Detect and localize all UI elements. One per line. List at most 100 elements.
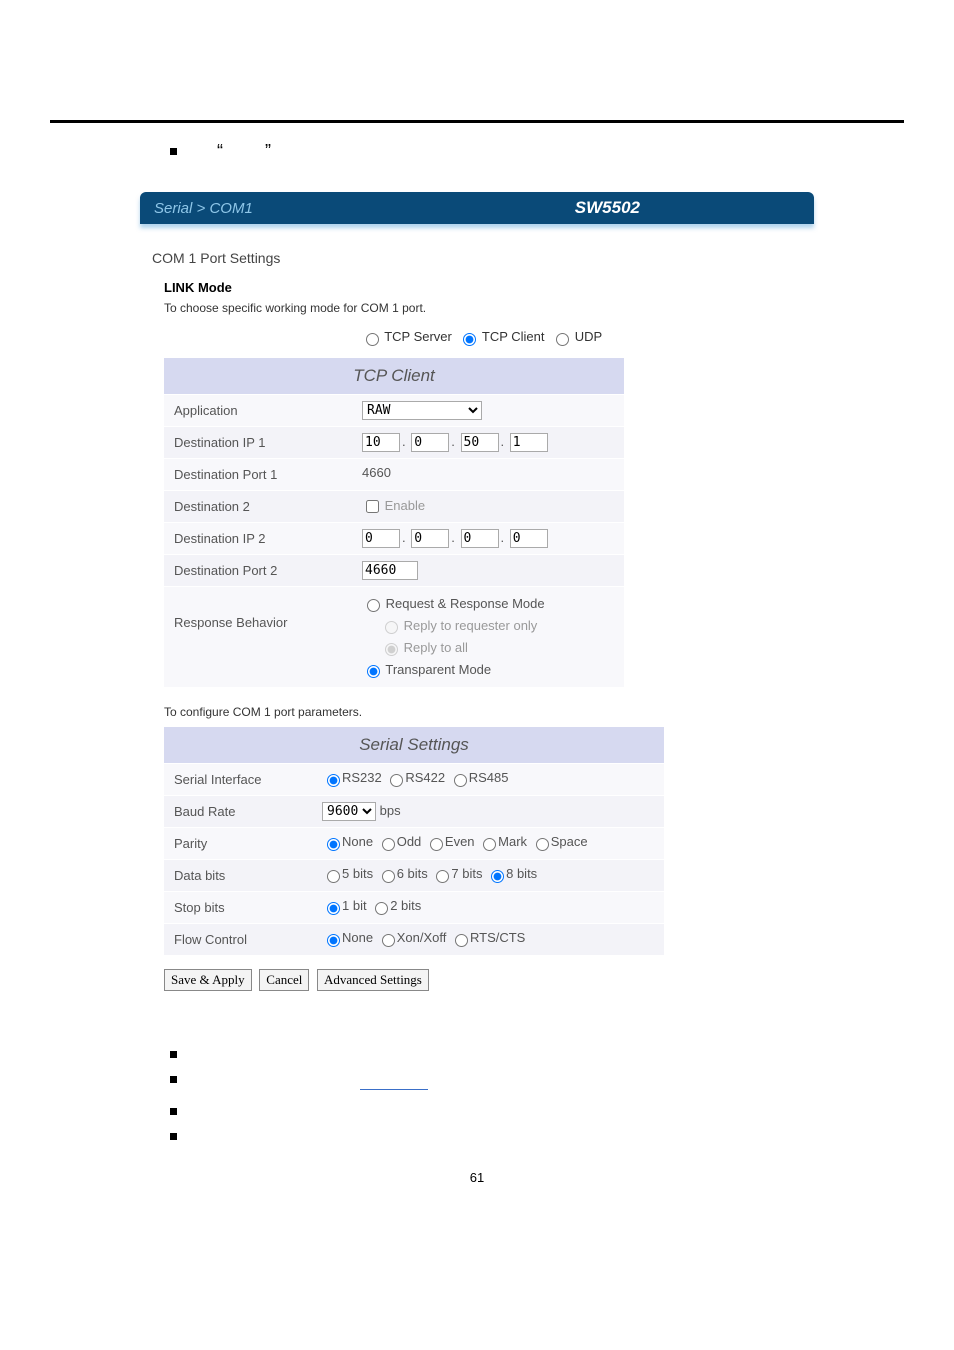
serial-header: Serial Settings — [164, 727, 664, 763]
baud-label: Baud Rate — [164, 796, 314, 827]
quote-marks: “” — [217, 141, 313, 162]
response-label: Response Behavior — [164, 587, 354, 687]
page-number: 61 — [0, 1170, 954, 1185]
flow-rts[interactable]: RTS/CTS — [450, 930, 525, 945]
resp-rr[interactable]: Request & Response Mode — [362, 596, 545, 611]
baud-select[interactable]: 9600 — [322, 802, 376, 821]
dest-ip2-oct1[interactable] — [362, 529, 400, 548]
stopbits-1[interactable]: 1 bit — [322, 898, 367, 913]
mode-tcp-server-label: TCP Server — [384, 329, 452, 344]
si-rs485-label: RS485 — [469, 770, 509, 785]
resp-reply-all-label: Reply to all — [404, 640, 468, 655]
dest-port1-value: 4660 — [354, 459, 624, 490]
square-bullet-icon — [170, 1133, 177, 1140]
dest-ip1-oct3[interactable] — [461, 433, 499, 452]
mode-tcp-server[interactable]: TCP Server — [361, 329, 452, 344]
save-button[interactable]: Save & Apply — [164, 969, 252, 991]
tcp-client-header: TCP Client — [164, 358, 624, 394]
parity-space-label: Space — [551, 834, 588, 849]
serial-settings-panel: Serial Settings Serial Interface RS232 R… — [164, 727, 664, 955]
flow-none-label: None — [342, 930, 373, 945]
square-bullet-icon — [170, 1051, 177, 1058]
si-rs422[interactable]: RS422 — [385, 770, 445, 785]
si-rs485[interactable]: RS485 — [449, 770, 509, 785]
application-select[interactable]: RAW — [362, 401, 482, 420]
dest-ip1-oct1[interactable] — [362, 433, 400, 452]
square-bullet-icon — [170, 1108, 177, 1115]
resp-reply-all[interactable]: Reply to all — [380, 640, 468, 655]
resp-rr-label: Request & Response Mode — [386, 596, 545, 611]
dest-ip2-label: Destination IP 2 — [164, 523, 354, 554]
lower-bullet-list — [170, 1051, 954, 1140]
square-bullet-icon — [170, 148, 177, 155]
si-rs232[interactable]: RS232 — [322, 770, 382, 785]
databits-7-label: 7 bits — [451, 866, 482, 881]
application-label: Application — [164, 395, 354, 426]
flow-label: Flow Control — [164, 924, 314, 955]
stopbits-2[interactable]: 2 bits — [370, 898, 421, 913]
dest2-enable[interactable]: Enable — [362, 498, 425, 513]
cancel-button[interactable]: Cancel — [259, 969, 309, 991]
button-row: Save & Apply Cancel Advanced Settings — [164, 969, 814, 991]
databits-6-label: 6 bits — [397, 866, 428, 881]
databits-6[interactable]: 6 bits — [377, 866, 428, 881]
resp-reply-req[interactable]: Reply to requester only — [380, 618, 537, 633]
dest-ip1-label: Destination IP 1 — [164, 427, 354, 458]
parity-label: Parity — [164, 828, 314, 859]
parity-even[interactable]: Even — [425, 834, 475, 849]
parity-even-label: Even — [445, 834, 475, 849]
square-bullet-icon — [170, 1076, 177, 1083]
si-rs232-label: RS232 — [342, 770, 382, 785]
breadcrumb: Serial > COM1 — [154, 200, 253, 217]
top-bullet-row: “” — [170, 141, 954, 162]
serial-config-desc: To configure COM 1 port parameters. — [164, 705, 814, 719]
dest-ip1-oct4[interactable] — [510, 433, 548, 452]
resp-reply-req-label: Reply to requester only — [404, 618, 538, 633]
parity-odd[interactable]: Odd — [377, 834, 422, 849]
parity-none-label: None — [342, 834, 373, 849]
flow-none[interactable]: None — [322, 930, 373, 945]
dest2-label: Destination 2 — [164, 491, 354, 522]
parity-mark-label: Mark — [498, 834, 527, 849]
dest-ip1-oct2[interactable] — [411, 433, 449, 452]
databits-5-label: 5 bits — [342, 866, 373, 881]
stopbits-2-label: 2 bits — [390, 898, 421, 913]
top-rule — [50, 120, 904, 123]
si-rs422-label: RS422 — [405, 770, 445, 785]
parity-none[interactable]: None — [322, 834, 373, 849]
link-underline — [360, 1089, 428, 1090]
databits-7[interactable]: 7 bits — [431, 866, 482, 881]
link-mode-radios: TCP Server TCP Client UDP — [152, 329, 814, 346]
databits-label: Data bits — [164, 860, 314, 891]
parity-space[interactable]: Space — [531, 834, 588, 849]
dest-ip2-oct4[interactable] — [510, 529, 548, 548]
parity-odd-label: Odd — [397, 834, 422, 849]
mode-tcp-client[interactable]: TCP Client — [458, 329, 544, 344]
dest-port1-label: Destination Port 1 — [164, 459, 354, 490]
mode-udp-label: UDP — [575, 329, 602, 344]
mode-udp[interactable]: UDP — [551, 329, 602, 344]
resp-transparent[interactable]: Transparent Mode — [362, 662, 491, 677]
dest-ip2-oct3[interactable] — [461, 529, 499, 548]
dest-ip2-oct2[interactable] — [411, 529, 449, 548]
databits-8[interactable]: 8 bits — [486, 866, 537, 881]
dest2-enable-label: Enable — [385, 498, 425, 513]
stopbits-1-label: 1 bit — [342, 898, 367, 913]
baud-unit: bps — [380, 803, 401, 818]
databits-8-label: 8 bits — [506, 866, 537, 881]
dest2-checkbox[interactable] — [366, 500, 379, 513]
mode-tcp-client-label: TCP Client — [482, 329, 545, 344]
flow-xon[interactable]: Xon/Xoff — [377, 930, 447, 945]
link-mode-desc: To choose specific working mode for COM … — [164, 301, 814, 315]
resp-transparent-label: Transparent Mode — [385, 662, 491, 677]
parity-mark[interactable]: Mark — [478, 834, 527, 849]
flow-xon-label: Xon/Xoff — [397, 930, 447, 945]
flow-rts-label: RTS/CTS — [470, 930, 525, 945]
dest-port2-label: Destination Port 2 — [164, 555, 354, 586]
com-port-title: COM 1 Port Settings — [152, 250, 814, 266]
serial-interface-label: Serial Interface — [164, 764, 314, 795]
databits-5[interactable]: 5 bits — [322, 866, 373, 881]
stopbits-label: Stop bits — [164, 892, 314, 923]
dest-port2-input[interactable] — [362, 561, 418, 580]
advanced-button[interactable]: Advanced Settings — [317, 969, 429, 991]
